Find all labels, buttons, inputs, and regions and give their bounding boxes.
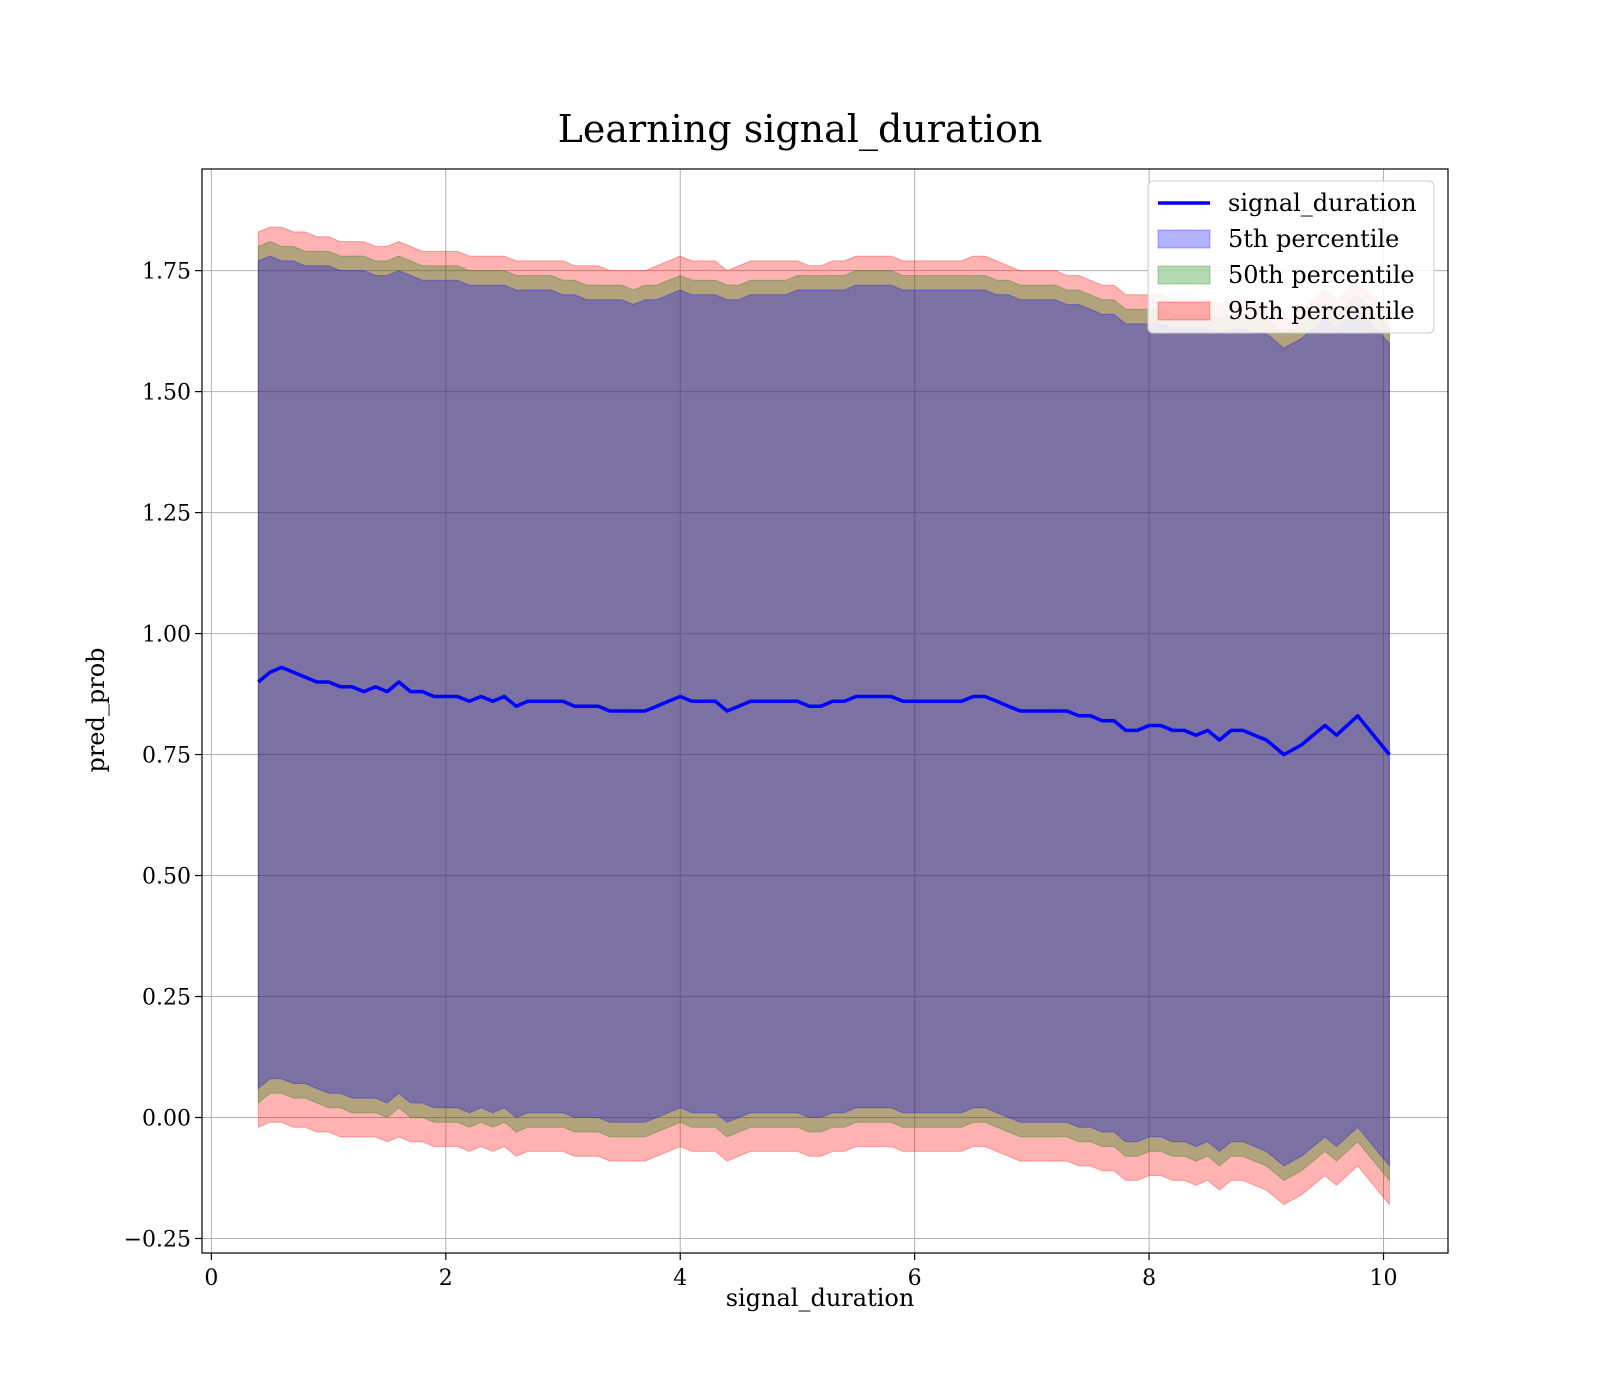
legend-band-swatch	[1157, 229, 1211, 249]
y-tick-label: 1.50	[142, 381, 191, 406]
y-tick-label: 0.50	[142, 865, 191, 890]
legend-band-swatch	[1157, 301, 1211, 321]
x-tick-label: 8	[1142, 1266, 1156, 1291]
series-line-signal_duration	[257, 665, 1391, 757]
legend-label: 5th percentile	[1228, 225, 1399, 253]
y-tick-label: 0.25	[142, 986, 191, 1011]
x-tick-label: 2	[439, 1266, 453, 1291]
x-axis-label: signal_duration	[726, 1284, 915, 1312]
percentile-bands	[257, 226, 1390, 1206]
band-50th-percentile	[257, 241, 1390, 1182]
y-axis-ticks: −0.25 0.00 0.25 0.50 0.75 1.00 1.25 1.50 1.75	[124, 260, 202, 1252]
x-tick-label: 6	[908, 1266, 922, 1291]
grid	[202, 169, 1448, 1253]
y-axis-label: pred_prob	[82, 647, 110, 772]
band-95th-percentile	[257, 226, 1390, 1206]
line-series	[257, 665, 1391, 757]
y-tick-label: −0.25	[124, 1227, 191, 1252]
legend-band-swatch	[1157, 265, 1211, 285]
y-tick-label: 1.00	[142, 623, 191, 648]
y-tick-label: 0.75	[142, 744, 191, 769]
y-tick-label: 1.75	[142, 260, 191, 285]
legend: signal_duration 5th percentile 50th percen…	[1147, 180, 1435, 334]
chart-title: Learning signal_duration	[558, 107, 1043, 152]
x-tick-label: 4	[673, 1266, 687, 1291]
plot-frame	[201, 168, 1449, 1254]
band-5th-percentile	[257, 255, 1390, 1168]
x-tick-label: 0	[204, 1266, 218, 1291]
legend-label: 50th percentile	[1228, 261, 1415, 289]
x-axis-ticks: 0 2 4 6 8 10	[204, 1253, 1398, 1291]
x-tick-label: 10	[1370, 1266, 1398, 1291]
y-tick-label: 1.25	[142, 502, 191, 527]
legend-label: 95th percentile	[1228, 297, 1415, 325]
legend-label: signal_duration	[1228, 189, 1417, 217]
y-tick-label: 0.00	[142, 1107, 191, 1132]
legend-box	[1147, 180, 1435, 334]
